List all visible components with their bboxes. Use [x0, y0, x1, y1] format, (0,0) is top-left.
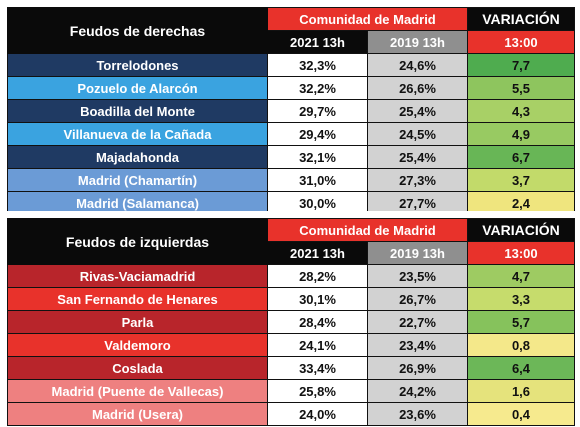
variation-value: 0,4 — [467, 402, 575, 426]
variation-value: 4,7 — [467, 264, 575, 288]
table-row: Madrid (Usera) 24,0% 23,6% 0,4 — [7, 402, 575, 426]
value-2019: 23,4% — [367, 333, 468, 357]
municipality-name: Madrid (Salamanca) — [7, 191, 268, 215]
value-2019: 24,6% — [367, 53, 468, 77]
value-2021: 29,7% — [267, 99, 368, 123]
table-feudos-derechas: Feudos de derechas Comunidad de Madrid V… — [7, 7, 575, 215]
value-2021: 28,4% — [267, 310, 368, 334]
value-2021: 31,0% — [267, 168, 368, 192]
municipality-name: Coslada — [7, 356, 268, 380]
table-row: Pozuelo de Alarcón 32,2% 26,6% 5,5 — [7, 76, 575, 100]
municipality-name: Pozuelo de Alarcón — [7, 76, 268, 100]
variation-value: 1,6 — [467, 379, 575, 403]
value-2019: 24,2% — [367, 379, 468, 403]
variation-value: 6,4 — [467, 356, 575, 380]
value-2019: 25,4% — [367, 99, 468, 123]
value-2019: 22,7% — [367, 310, 468, 334]
value-2021: 30,1% — [267, 287, 368, 311]
table-row: San Fernando de Henares 30,1% 26,7% 3,3 — [7, 287, 575, 311]
derechas-table: Feudos de derechas Comunidad de Madrid V… — [7, 7, 575, 215]
value-2019: 25,4% — [367, 145, 468, 169]
variation-header: VARIACIÓN — [467, 218, 575, 242]
group-header: Comunidad de Madrid — [267, 7, 468, 31]
variation-value: 5,5 — [467, 76, 575, 100]
table-title: Feudos de derechas — [7, 7, 268, 54]
variation-value: 7,7 — [467, 53, 575, 77]
table-row: Majadahonda 32,1% 25,4% 6,7 — [7, 145, 575, 169]
value-2021: 32,2% — [267, 76, 368, 100]
value-2021: 25,8% — [267, 379, 368, 403]
table-row: Rivas-Vaciamadrid 28,2% 23,5% 4,7 — [7, 264, 575, 288]
value-2019: 26,9% — [367, 356, 468, 380]
municipality-name: Madrid (Usera) — [7, 402, 268, 426]
municipality-name: Valdemoro — [7, 333, 268, 357]
variation-header: VARIACIÓN — [467, 7, 575, 31]
section-separator — [0, 211, 580, 218]
value-2019: 27,3% — [367, 168, 468, 192]
col-time-header: 13:00 — [467, 241, 575, 265]
value-2019: 23,5% — [367, 264, 468, 288]
municipality-name: Villanueva de la Cañada — [7, 122, 268, 146]
value-2019: 26,6% — [367, 76, 468, 100]
value-2021: 24,0% — [267, 402, 368, 426]
col-2021-header: 2021 13h — [267, 241, 368, 265]
municipality-name: Parla — [7, 310, 268, 334]
col-2019-header: 2019 13h — [367, 30, 468, 54]
value-2021: 29,4% — [267, 122, 368, 146]
table-row: Coslada 33,4% 26,9% 6,4 — [7, 356, 575, 380]
variation-value: 3,7 — [467, 168, 575, 192]
table-feudos-izquierdas: Feudos de izquierdas Comunidad de Madrid… — [7, 218, 575, 426]
table-row: Valdemoro 24,1% 23,4% 0,8 — [7, 333, 575, 357]
value-2019: 24,5% — [367, 122, 468, 146]
value-2021: 33,4% — [267, 356, 368, 380]
table-row: Torrelodones 32,3% 24,6% 7,7 — [7, 53, 575, 77]
municipality-name: Torrelodones — [7, 53, 268, 77]
variation-value: 3,3 — [467, 287, 575, 311]
table-row: Parla 28,4% 22,7% 5,7 — [7, 310, 575, 334]
value-2021: 32,3% — [267, 53, 368, 77]
municipality-name: Rivas-Vaciamadrid — [7, 264, 268, 288]
variation-value: 6,7 — [467, 145, 575, 169]
table-title: Feudos de izquierdas — [7, 218, 268, 265]
municipality-name: Madrid (Chamartín) — [7, 168, 268, 192]
value-2019: 26,7% — [367, 287, 468, 311]
col-2021-header: 2021 13h — [267, 30, 368, 54]
table-row: Madrid (Chamartín) 31,0% 27,3% 3,7 — [7, 168, 575, 192]
value-2021: 32,1% — [267, 145, 368, 169]
table-row: Villanueva de la Cañada 29,4% 24,5% 4,9 — [7, 122, 575, 146]
municipality-name: Madrid (Puente de Vallecas) — [7, 379, 268, 403]
value-2021: 24,1% — [267, 333, 368, 357]
table-row: Madrid (Puente de Vallecas) 25,8% 24,2% 1,6 — [7, 379, 575, 403]
variation-value: 5,7 — [467, 310, 575, 334]
group-header: Comunidad de Madrid — [267, 218, 468, 242]
value-2019: 23,6% — [367, 402, 468, 426]
izquierdas-table: Feudos de izquierdas Comunidad de Madrid… — [7, 218, 575, 426]
variation-value: 4,9 — [467, 122, 575, 146]
variation-value: 4,3 — [467, 99, 575, 123]
col-time-header: 13:00 — [467, 30, 575, 54]
municipality-name: Boadilla del Monte — [7, 99, 268, 123]
table-row: Boadilla del Monte 29,7% 25,4% 4,3 — [7, 99, 575, 123]
municipality-name: Majadahonda — [7, 145, 268, 169]
value-2021: 28,2% — [267, 264, 368, 288]
municipality-name: San Fernando de Henares — [7, 287, 268, 311]
variation-value: 0,8 — [467, 333, 575, 357]
col-2019-header: 2019 13h — [367, 241, 468, 265]
